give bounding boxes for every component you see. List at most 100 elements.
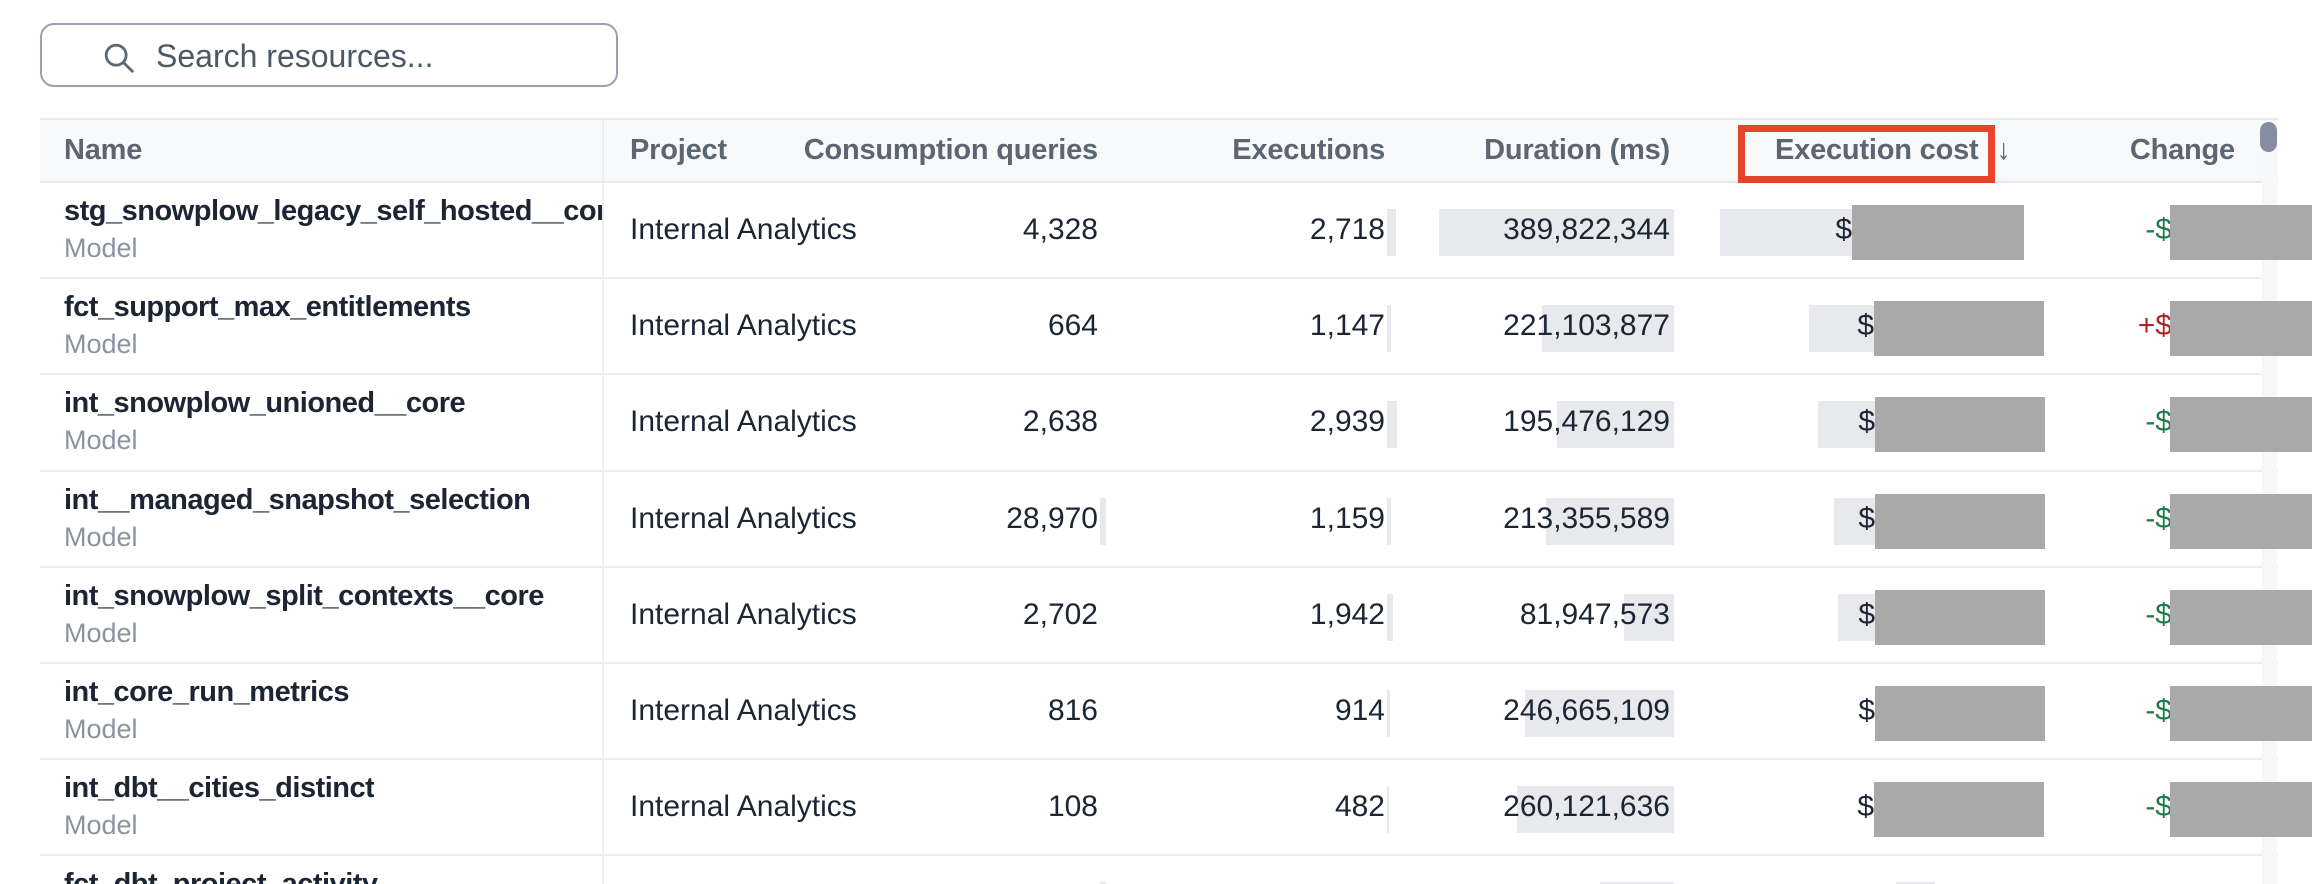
duration-cell: 195,476,129 bbox=[1503, 405, 1670, 439]
search-bar bbox=[40, 23, 618, 87]
table-header-row: Name Project Consumption queries Executi… bbox=[40, 120, 2278, 183]
column-header-consumption-queries[interactable]: Consumption queries bbox=[803, 134, 1098, 166]
executions-cell: 1,159 bbox=[1309, 501, 1385, 535]
table-row[interactable]: fct_dbt_project_activity bbox=[40, 856, 2278, 884]
resources-table: Name Project Consumption queries Executi… bbox=[40, 118, 2312, 884]
executions-value-bar bbox=[1387, 305, 1391, 353]
scrollbar-thumb[interactable] bbox=[2260, 122, 2277, 152]
table-row[interactable]: stg_snowplow_legacy_self_hosted__cor... M… bbox=[40, 183, 2312, 280]
name-cell: fct_support_max_entitlements Model bbox=[64, 279, 471, 373]
cost-currency: $ bbox=[1835, 213, 1852, 247]
name-cell: fct_dbt_project_activity bbox=[64, 856, 378, 884]
resource-name: fct_dbt_project_activity bbox=[64, 868, 378, 884]
consumption-queries-cell: 2,638 bbox=[1022, 405, 1098, 439]
cost-redaction-block bbox=[1874, 782, 2044, 838]
column-header-change[interactable]: Change bbox=[2129, 134, 2235, 166]
cost-redaction-block bbox=[1874, 301, 2044, 357]
duration-cell bbox=[1330, 856, 1670, 884]
duration-value-bar bbox=[1557, 401, 1674, 449]
table-row[interactable]: fct_support_max_entitlements Model Interna… bbox=[40, 279, 2312, 376]
cost-currency: $ bbox=[1858, 694, 1875, 728]
name-cell: stg_snowplow_legacy_self_hosted__cor... M… bbox=[64, 183, 604, 277]
name-cell: int_dbt__cities_distinct Model bbox=[64, 760, 374, 854]
change-value: -$ bbox=[2145, 790, 2172, 824]
cost-value-bar bbox=[1818, 401, 1877, 449]
project-cell: Internal Analytics bbox=[630, 790, 857, 824]
cost-value-bar bbox=[1809, 305, 1876, 353]
resource-type: Model bbox=[64, 233, 138, 264]
project-cell: Internal Analytics bbox=[630, 309, 857, 343]
change-redaction-block bbox=[2170, 397, 2312, 453]
table-body: stg_snowplow_legacy_self_hosted__cor... M… bbox=[40, 183, 2312, 884]
change-redaction-block bbox=[2170, 685, 2312, 741]
duration-cell: 246,665,109 bbox=[1503, 694, 1670, 728]
executions-cell: 2,718 bbox=[1309, 213, 1385, 247]
table-row[interactable]: int__managed_snapshot_selection Model Inte… bbox=[40, 472, 2312, 568]
change-redaction-block bbox=[2170, 493, 2312, 549]
table-row[interactable]: int_snowplow_unioned__core Model Internal … bbox=[40, 375, 2312, 472]
cost-value-bar bbox=[1838, 593, 1877, 641]
project-cell: Internal Analytics bbox=[630, 597, 857, 631]
cost-value-bar bbox=[1834, 497, 1877, 545]
cost-currency: $ bbox=[1857, 309, 1874, 343]
column-header-execution-cost[interactable]: Execution cost ↓ bbox=[1775, 120, 2011, 181]
column-header-name[interactable]: Name bbox=[64, 134, 143, 166]
change-value: +$ bbox=[2137, 309, 2172, 343]
consumption-queries-cell: 816 bbox=[1047, 694, 1098, 728]
cost-redaction-block bbox=[1875, 397, 2045, 453]
change-redaction-block bbox=[2170, 589, 2312, 645]
name-cell: int_snowplow_split_contexts__core Model bbox=[64, 568, 544, 662]
name-cell: int_snowplow_unioned__core Model bbox=[64, 375, 465, 469]
change-value: -$ bbox=[2145, 694, 2172, 728]
resource-type: Model bbox=[64, 425, 138, 456]
table-row[interactable]: int_dbt__cities_distinct Model Internal An… bbox=[40, 760, 2312, 857]
table-row[interactable]: int_snowplow_split_contexts__core Model In… bbox=[40, 568, 2312, 664]
column-header-project[interactable]: Project bbox=[630, 134, 727, 166]
cost-currency: $ bbox=[1857, 790, 1874, 824]
cost-currency: $ bbox=[1858, 501, 1875, 535]
column-header-execution-cost-label: Execution cost bbox=[1775, 134, 1979, 166]
project-cell: Internal Analytics bbox=[630, 501, 857, 535]
cost-value-bar bbox=[1896, 882, 1935, 884]
executions-cell: 482 bbox=[1334, 790, 1385, 824]
change-redaction-block bbox=[2170, 782, 2312, 838]
duration-value-bar bbox=[1546, 497, 1674, 545]
consumption-queries-cell: 28,970 bbox=[1006, 501, 1098, 535]
resource-name: int__managed_snapshot_selection bbox=[64, 483, 531, 516]
duration-cell: 221,103,877 bbox=[1503, 309, 1670, 343]
duration-cell: 260,121,636 bbox=[1503, 790, 1670, 824]
resource-type: Model bbox=[64, 714, 138, 745]
table-row[interactable]: int_core_run_metrics Model Internal Analyt… bbox=[40, 664, 2312, 761]
duration-value-bar bbox=[1439, 209, 1674, 256]
sort-descending-icon: ↓ bbox=[1996, 134, 2011, 166]
cost-redaction-block bbox=[1875, 589, 2045, 645]
change-redaction-block bbox=[2170, 205, 2312, 260]
change-value: -$ bbox=[2145, 501, 2172, 535]
resource-type: Model bbox=[64, 617, 138, 648]
cost-value-bar bbox=[1720, 209, 1854, 256]
executions-cell: 1,942 bbox=[1309, 597, 1385, 631]
column-header-executions[interactable]: Executions bbox=[1232, 134, 1385, 166]
duration-value-bar bbox=[1525, 689, 1674, 737]
executions-value-bar bbox=[1387, 689, 1390, 737]
resource-name: fct_support_max_entitlements bbox=[64, 291, 471, 324]
duration-value-bar bbox=[1600, 882, 1674, 884]
queries-value-bar bbox=[1100, 882, 1106, 884]
project-cell: Internal Analytics bbox=[630, 694, 857, 728]
resource-name: int_core_run_metrics bbox=[64, 676, 349, 709]
name-cell: int_core_run_metrics Model bbox=[64, 664, 349, 758]
change-value: -$ bbox=[2145, 213, 2172, 247]
executions-value-bar bbox=[1387, 786, 1389, 834]
duration-cell: 389,822,344 bbox=[1503, 213, 1670, 247]
column-header-duration[interactable]: Duration (ms) bbox=[1484, 134, 1670, 166]
executions-value-bar bbox=[1387, 497, 1391, 545]
search-input[interactable] bbox=[154, 25, 598, 87]
executions-cell: 914 bbox=[1334, 694, 1385, 728]
executions-cell: 1,147 bbox=[1309, 309, 1385, 343]
cost-redaction-block bbox=[1852, 205, 2024, 260]
search-icon bbox=[104, 43, 134, 73]
change-redaction-block bbox=[2170, 301, 2312, 357]
executions-value-bar bbox=[1387, 209, 1396, 256]
cost-redaction-block bbox=[1875, 685, 2045, 741]
consumption-queries-cell: 2,702 bbox=[1022, 597, 1098, 631]
